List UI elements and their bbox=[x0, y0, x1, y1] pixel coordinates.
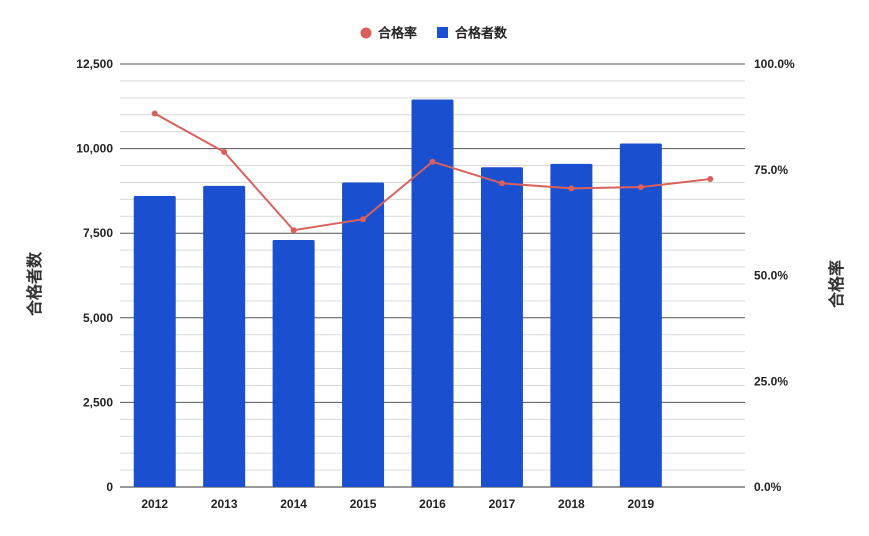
rate-point-2012 bbox=[151, 110, 158, 117]
bar-2013 bbox=[203, 185, 246, 487]
right-tick-label: 25.0% bbox=[754, 374, 788, 388]
rate-point-2016 bbox=[429, 158, 436, 165]
x-tick-label: 2019 bbox=[627, 497, 654, 511]
left-tick-label: 5,000 bbox=[83, 311, 113, 325]
legend-label-count: 合格者数 bbox=[455, 26, 508, 41]
rate-point-2019 bbox=[637, 184, 644, 191]
x-tick-label: 2012 bbox=[141, 497, 168, 511]
line-series bbox=[151, 110, 714, 234]
legend: 合格率 合格者数 bbox=[360, 26, 508, 41]
bar-2018 bbox=[550, 163, 593, 487]
right-tick-label: 50.0% bbox=[754, 269, 788, 283]
right-axis-title: 合格率 bbox=[827, 260, 846, 308]
left-tick-label: 7,500 bbox=[83, 226, 113, 240]
legend-label-rate: 合格率 bbox=[378, 26, 417, 41]
right-axis: 0.0% 25.0% 50.0% 75.0% 100.0% bbox=[754, 57, 795, 494]
right-tick-label: 75.0% bbox=[754, 163, 788, 177]
rate-point-2014 bbox=[290, 227, 297, 234]
x-axis: 2012 2013 2014 2015 2016 2017 2018 2019 bbox=[141, 497, 654, 511]
left-tick-label: 10,000 bbox=[76, 142, 113, 156]
rate-point-2015 bbox=[360, 216, 367, 223]
legend-marker-rate bbox=[360, 27, 372, 39]
right-tick-label: 0.0% bbox=[754, 480, 782, 494]
left-axis: 0 2,500 5,000 7,500 10,000 12,500 bbox=[76, 57, 113, 494]
bar-2016 bbox=[411, 99, 454, 488]
right-tick-label: 100.0% bbox=[754, 57, 795, 71]
left-axis-title: 合格者数 bbox=[25, 251, 44, 316]
rate-point-2017 bbox=[498, 180, 505, 187]
rate-point-2013 bbox=[221, 148, 228, 155]
left-tick-label: 2,500 bbox=[83, 395, 113, 409]
bar-2017 bbox=[480, 167, 523, 487]
bar-2014 bbox=[272, 239, 315, 487]
x-tick-label: 2013 bbox=[211, 497, 238, 511]
left-tick-label: 12,500 bbox=[76, 57, 113, 71]
bar-series bbox=[133, 99, 662, 488]
rate-point-2018 bbox=[568, 185, 575, 192]
x-tick-label: 2015 bbox=[350, 497, 377, 511]
bar-2019 bbox=[619, 143, 662, 488]
bar-2012 bbox=[133, 195, 176, 487]
left-tick-label: 0 bbox=[106, 480, 113, 494]
x-tick-label: 2018 bbox=[558, 497, 585, 511]
rate-point-last bbox=[707, 176, 714, 183]
bar-2015 bbox=[342, 182, 385, 487]
x-tick-label: 2014 bbox=[280, 497, 307, 511]
x-tick-label: 2017 bbox=[489, 497, 516, 511]
legend-marker-count bbox=[437, 27, 448, 38]
x-tick-label: 2016 bbox=[419, 497, 446, 511]
